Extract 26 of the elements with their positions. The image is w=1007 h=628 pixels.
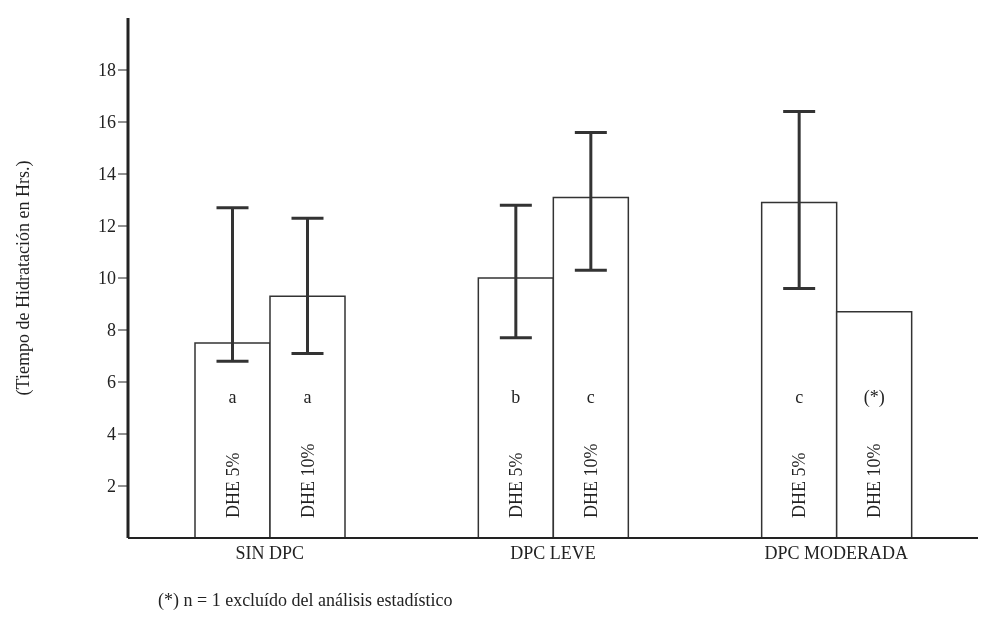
y-tick-label: 14 bbox=[98, 164, 116, 185]
x-tick-label: SIN DPC bbox=[235, 542, 304, 563]
y-tick-label: 4 bbox=[107, 424, 116, 445]
data-label: a bbox=[303, 387, 312, 407]
y-tick-label: 8 bbox=[107, 320, 116, 341]
y-tick-label: 16 bbox=[98, 112, 116, 133]
series-label: DHE 5% bbox=[222, 452, 243, 518]
series-label: DHE 10% bbox=[297, 443, 318, 518]
y-tick-label: 18 bbox=[98, 60, 116, 81]
x-tick-label: DPC LEVE bbox=[510, 542, 596, 563]
text: DHE 10% bbox=[580, 443, 601, 518]
y-tick-label: 10 bbox=[98, 268, 116, 289]
text: DHE 5% bbox=[789, 452, 810, 518]
data-label: (*) bbox=[863, 387, 885, 408]
data-label: c bbox=[795, 387, 804, 407]
text: (*) n = 1 excluído del análisis estadístico bbox=[158, 590, 453, 611]
y-tick-label: 6 bbox=[107, 372, 116, 393]
y-axis-title: (Tiempo de Hidratación en Hrs.) bbox=[13, 160, 35, 396]
text: DHE 5% bbox=[505, 452, 526, 518]
text: DHE 10% bbox=[864, 443, 885, 518]
x-tick-label: DPC MODERADA bbox=[764, 542, 909, 563]
data-label: a bbox=[228, 387, 237, 407]
data-label: b bbox=[511, 387, 521, 407]
y-tick-label: 12 bbox=[98, 216, 116, 237]
y-tick-label: 2 bbox=[107, 476, 116, 497]
data-label: c bbox=[586, 387, 595, 407]
